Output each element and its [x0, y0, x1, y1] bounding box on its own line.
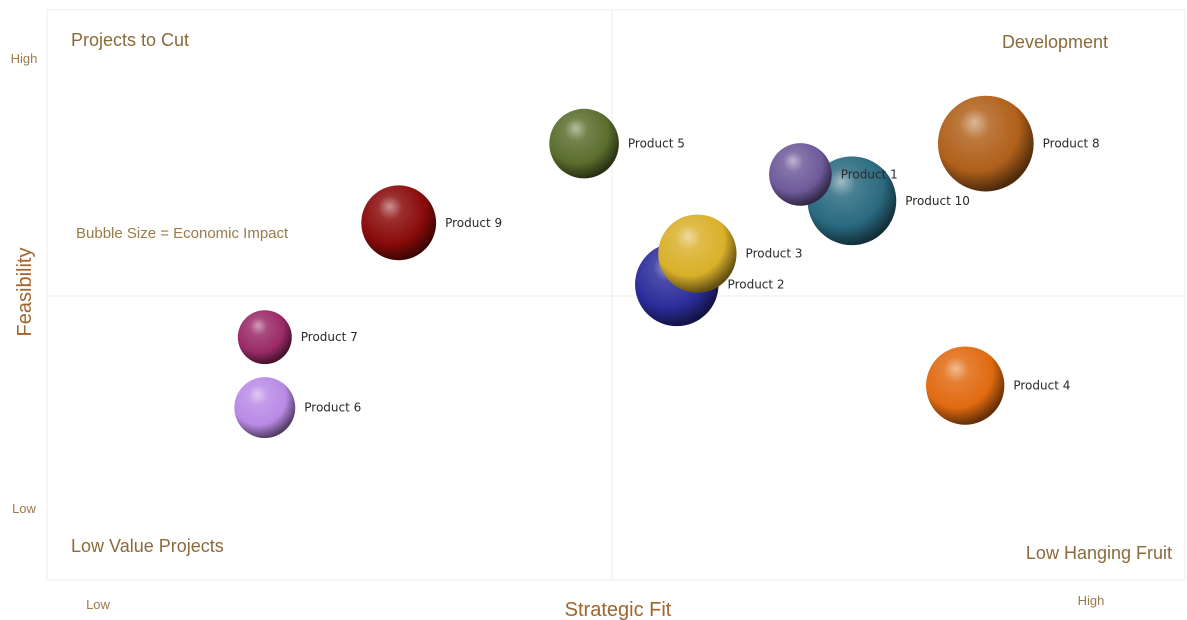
bubble-label-product-1: Product 1 [841, 167, 898, 181]
bubble-product-4 [926, 346, 1005, 425]
quadrant-label-top-right: Development [1002, 32, 1108, 52]
quadrant-label-top-left: Projects to Cut [71, 30, 189, 50]
bubble-size-note: Bubble Size = Economic Impact [76, 225, 289, 242]
x-tick-low: Low [86, 597, 110, 612]
plot-frame [46, 9, 1186, 581]
y-tick-high: High [11, 51, 38, 66]
bubble-product-9 [361, 185, 437, 261]
bubble-label-group: Product 1 Product 10 Product 3 Product 2 Pro… [301, 137, 1100, 415]
bubble-label-product-8: Product 8 [1043, 137, 1100, 151]
bubble-label-product-4: Product 4 [1013, 379, 1070, 393]
y-tick-low: Low [12, 501, 36, 516]
bubble-product-3 [658, 214, 737, 293]
x-axis-label: Strategic Fit [565, 599, 672, 620]
bubble-label-product-3: Product 3 [746, 247, 803, 261]
quadrant-label-bottom-left: Low Value Projects [71, 536, 224, 556]
bubble-product-7 [237, 310, 292, 365]
quadrant-label-bottom-right: Low Hanging Fruit [1026, 543, 1172, 563]
bubble-product-1 [769, 143, 832, 206]
y-axis-label: Feasibility [14, 248, 36, 337]
bubble-product-6 [234, 377, 296, 439]
bubble-label-product-6: Product 6 [304, 401, 361, 415]
bubble-label-product-5: Product 5 [628, 137, 685, 151]
bubble-label-product-9: Product 9 [445, 216, 502, 230]
bubble-product-5 [549, 108, 619, 179]
bubble-label-product-10: Product 10 [905, 194, 970, 208]
x-tick-high: High [1078, 593, 1105, 608]
bubble-label-product-7: Product 7 [301, 330, 358, 344]
bubble-label-product-2: Product 2 [728, 277, 785, 291]
bubble-series [234, 95, 1034, 439]
bubble-product-8 [937, 95, 1034, 192]
